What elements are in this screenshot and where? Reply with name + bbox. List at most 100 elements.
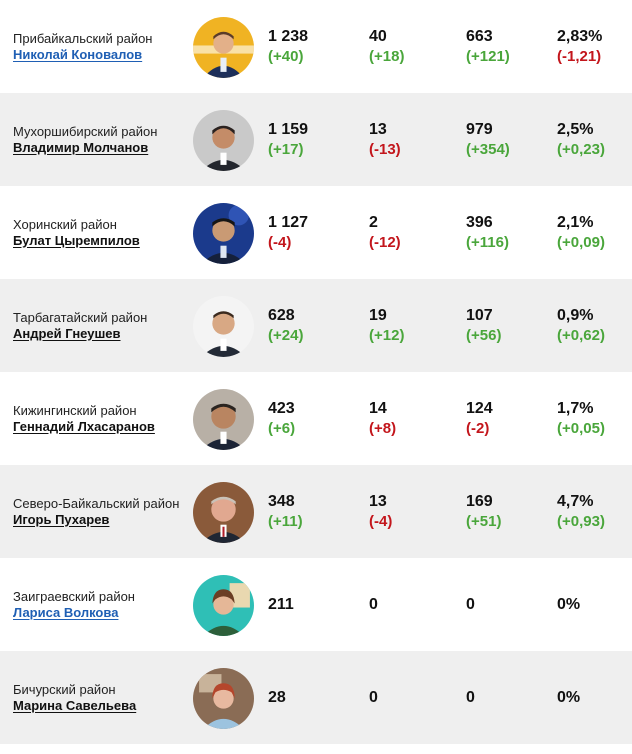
stat-delta: (+354) [466, 140, 510, 158]
stat-col-4: 0,9% (+0,62) [557, 279, 605, 372]
stat-value: 348 [268, 492, 295, 510]
leader-name-link[interactable]: Игорь Пухарев [13, 511, 110, 527]
stat-delta: (+18) [369, 47, 405, 65]
district-cell: Бичурский район Марина Савельева [13, 651, 188, 744]
stat-value: 13 [369, 120, 387, 138]
leader-avatar [193, 202, 254, 264]
stat-value: 423 [268, 399, 295, 417]
stat-delta: (+11) [268, 512, 303, 530]
stat-value: 2 [369, 213, 378, 231]
district-name: Бичурский район [13, 681, 116, 697]
district-cell: Кижингинский район Геннадий Лхасаранов [13, 372, 188, 465]
stat-value: 13 [369, 492, 387, 510]
stat-value: 1 238 [268, 27, 309, 45]
stat-col-3: 979 (+354) [466, 93, 510, 186]
stat-delta: (+24) [268, 326, 304, 344]
stat-value: 1 127 [268, 213, 309, 231]
stat-col-4: 1,7% (+0,05) [557, 372, 605, 465]
stat-col-1: 1 159 (+17) [268, 93, 308, 186]
stat-value: 396 [466, 213, 493, 231]
stat-delta: (+0,62) [557, 326, 605, 344]
stat-value: 169 [466, 492, 493, 510]
stat-value: 19 [369, 306, 387, 324]
district-name: Прибайкальский район [13, 30, 153, 46]
district-name: Мухоршибирский район [13, 123, 158, 139]
stat-delta: (+56) [466, 326, 502, 344]
stat-delta: (+0,93) [557, 512, 605, 530]
leader-name-link[interactable]: Геннадий Лхасаранов [13, 418, 155, 434]
district-cell: Тарбагатайский район Андрей Гнеушев [13, 279, 188, 372]
table-row: Заиграевский район Лариса Волкова 211 0 … [0, 558, 632, 651]
leader-avatar [193, 295, 254, 357]
district-name: Хоринский район [13, 216, 117, 232]
district-cell: Северо-Байкальский район Игорь Пухарев [13, 465, 188, 558]
stat-delta: (-2) [466, 419, 490, 437]
district-cell: Мухоршибирский район Владимир Молчанов [13, 93, 188, 186]
leader-avatar [193, 574, 254, 636]
stat-value: 2,1% [557, 213, 594, 231]
stat-col-3: 396 (+116) [466, 186, 509, 279]
stat-value: 0 [369, 595, 378, 613]
stat-value: 0,9% [557, 306, 594, 324]
leader-name-link[interactable]: Николай Коновалов [13, 46, 143, 62]
stat-col-3: 124 (-2) [466, 372, 493, 465]
stat-value: 0 [466, 688, 475, 706]
stat-col-2: 40 (+18) [369, 0, 404, 93]
leader-avatar [193, 16, 254, 78]
stat-value: 14 [369, 399, 387, 417]
stat-col-1: 211 [268, 558, 294, 651]
stat-value: 4,7% [557, 492, 594, 510]
stat-col-3: 169 (+51) [466, 465, 501, 558]
stat-delta: (+8) [369, 419, 397, 437]
stat-delta: (-13) [369, 140, 401, 158]
stat-delta: (+12) [369, 326, 405, 344]
district-name: Северо-Байкальский район [13, 495, 180, 511]
stat-delta: (+6) [268, 419, 296, 437]
table-row: Хоринский район Булат Цыремпилов 1 127 (… [0, 186, 632, 279]
stat-col-4: 2,83% (-1,21) [557, 0, 602, 93]
table-row: Северо-Байкальский район Игорь Пухарев 3… [0, 465, 632, 558]
stat-delta: (+0,09) [557, 233, 605, 251]
district-cell: Заиграевский район Лариса Волкова [13, 558, 188, 651]
leader-name-link[interactable]: Лариса Волкова [13, 604, 119, 620]
stat-col-3: 0 [466, 651, 475, 744]
stat-col-1: 423 (+6) [268, 372, 295, 465]
district-name: Тарбагатайский район [13, 309, 148, 325]
stat-delta: (+40) [268, 47, 304, 65]
stat-delta: (-12) [369, 233, 401, 251]
stat-value: 0 [466, 595, 475, 613]
stat-value: 211 [268, 595, 294, 613]
stat-value: 628 [268, 306, 295, 324]
table-row: Тарбагатайский район Андрей Гнеушев 628 … [0, 279, 632, 372]
stat-value: 979 [466, 120, 493, 138]
stat-value: 2,83% [557, 27, 603, 45]
leader-name-link[interactable]: Андрей Гнеушев [13, 325, 121, 341]
stat-col-1: 1 127 (-4) [268, 186, 308, 279]
leader-name-link[interactable]: Булат Цыремпилов [13, 232, 140, 248]
stat-col-1: 1 238 (+40) [268, 0, 308, 93]
stat-col-2: 0 [369, 651, 378, 744]
stat-col-4: 4,7% (+0,93) [557, 465, 605, 558]
stat-col-2: 13 (-13) [369, 93, 401, 186]
leader-avatar [193, 481, 254, 543]
stat-value: 2,5% [557, 120, 594, 138]
stat-value: 0% [557, 595, 581, 613]
leader-avatar [193, 109, 254, 171]
stat-col-1: 348 (+11) [268, 465, 303, 558]
district-cell: Хоринский район Булат Цыремпилов [13, 186, 188, 279]
stat-value: 40 [369, 27, 387, 45]
stat-col-4: 2,1% (+0,09) [557, 186, 605, 279]
stat-delta: (-4) [268, 233, 292, 251]
leader-name-link[interactable]: Владимир Молчанов [13, 139, 149, 155]
table-row: Прибайкальский район Николай Коновалов 1… [0, 0, 632, 93]
stat-col-4: 0% [557, 558, 580, 651]
stat-delta: (+121) [466, 47, 510, 65]
leader-name-link[interactable]: Марина Савельева [13, 697, 137, 713]
stat-value: 1,7% [557, 399, 594, 417]
stat-col-2: 14 (+8) [369, 372, 396, 465]
stat-value: 28 [268, 688, 286, 706]
stat-delta: (+0,23) [557, 140, 605, 158]
district-name: Заиграевский район [13, 588, 135, 604]
stat-col-4: 2,5% (+0,23) [557, 93, 605, 186]
